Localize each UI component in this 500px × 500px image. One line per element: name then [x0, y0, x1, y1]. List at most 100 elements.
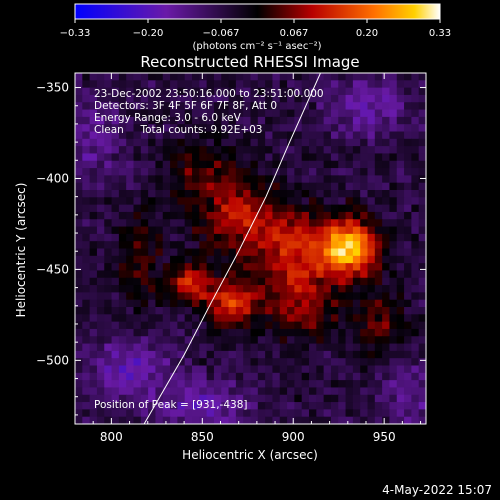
heatmap-cell — [133, 197, 142, 206]
heatmap-cell — [104, 241, 113, 250]
heatmap-cell — [192, 409, 200, 418]
heatmap-cell — [170, 124, 178, 133]
heatmap-cell — [389, 87, 398, 96]
heatmap-cell — [162, 226, 171, 235]
heatmap-cell — [96, 168, 105, 176]
heatmap-cell — [323, 153, 332, 162]
heatmap-cell — [265, 277, 274, 286]
heatmap-cell — [82, 307, 91, 315]
heatmap-cell — [243, 321, 252, 330]
heatmap-cell — [418, 146, 426, 155]
heatmap-cell — [287, 321, 295, 330]
heatmap-cell — [243, 175, 252, 184]
heatmap-cell — [192, 87, 200, 96]
heatmap-cell — [404, 292, 412, 301]
heatmap-cell — [323, 109, 332, 118]
heatmap-cell — [111, 87, 120, 96]
heatmap-cell — [133, 255, 142, 264]
heatmap-cell — [170, 94, 178, 103]
heatmap-cell — [89, 263, 98, 272]
heatmap-cell — [96, 190, 105, 198]
heatmap-cell — [75, 255, 83, 264]
heatmap-cell — [345, 292, 354, 301]
heatmap-cell — [338, 409, 347, 418]
heatmap-cell — [111, 219, 120, 228]
heatmap-cell — [170, 153, 178, 162]
heatmap-cell — [206, 211, 215, 220]
heatmap-cell — [338, 394, 347, 403]
heatmap-cell — [133, 160, 142, 169]
info-time-range: 23-Dec-2002 23:50:16.000 to 23:51:00.000 — [94, 88, 324, 100]
heatmap-cell — [338, 102, 347, 111]
heatmap-cell — [367, 285, 376, 293]
heatmap-cell — [228, 80, 237, 89]
heatmap-cell — [126, 394, 135, 403]
heatmap-cell — [235, 219, 244, 228]
heatmap-cell — [279, 402, 288, 410]
heatmap-cell — [250, 277, 259, 286]
heatmap-cell — [257, 365, 266, 374]
heatmap-cell — [338, 241, 347, 250]
heatmap-cell — [213, 314, 222, 323]
heatmap-cell — [184, 277, 193, 286]
heatmap-cell — [404, 321, 412, 330]
heatmap-cell — [184, 204, 193, 213]
heatmap-cell — [75, 153, 83, 162]
heatmap-cell — [345, 321, 354, 330]
heatmap-cell — [411, 168, 420, 176]
heatmap-cell — [133, 394, 142, 403]
heatmap-cell — [418, 328, 426, 337]
heatmap-cell — [345, 146, 354, 155]
heatmap-cell — [279, 270, 288, 279]
heatmap-cell — [309, 160, 317, 169]
heatmap-cell — [126, 321, 135, 330]
heatmap-cell — [404, 190, 412, 198]
heatmap-cell — [228, 248, 237, 257]
heatmap-cell — [272, 131, 281, 140]
heatmap-cell — [184, 211, 193, 220]
heatmap-cell — [301, 160, 310, 169]
heatmap-cell — [301, 321, 310, 330]
heatmap-cell — [96, 248, 105, 257]
heatmap-cell — [199, 387, 208, 396]
heatmap-cell — [323, 285, 332, 293]
heatmap-cell — [330, 160, 339, 169]
heatmap-cell — [148, 153, 157, 162]
heatmap-cell — [228, 138, 237, 147]
heatmap-cell — [265, 146, 274, 155]
heatmap-cell — [199, 307, 208, 315]
heatmap-cell — [367, 241, 376, 250]
heatmap-cell — [89, 394, 98, 403]
heatmap-cell — [213, 299, 222, 308]
heatmap-cell — [316, 226, 325, 235]
heatmap-cell — [404, 153, 412, 162]
heatmap-cell — [374, 182, 383, 191]
heatmap-cell — [396, 409, 405, 418]
heatmap-cell — [228, 109, 237, 118]
heatmap-cell — [89, 314, 98, 323]
heatmap-cell — [287, 241, 295, 250]
heatmap-cell — [228, 372, 237, 381]
heatmap-cell — [374, 409, 383, 418]
heatmap-cell — [140, 204, 149, 213]
heatmap-cell — [272, 109, 281, 118]
heatmap-cell — [170, 182, 178, 191]
heatmap-cell — [96, 204, 105, 213]
heatmap-cell — [352, 314, 361, 323]
heatmap-cell — [265, 131, 274, 140]
heatmap-cell — [301, 299, 310, 308]
heatmap-cell — [177, 146, 186, 155]
heatmap-cell — [374, 380, 383, 389]
heatmap-cell — [155, 182, 164, 191]
heatmap-cell — [323, 328, 332, 337]
heatmap-cell — [250, 204, 259, 213]
heatmap-cell — [294, 94, 303, 103]
heatmap-cell — [140, 277, 149, 286]
heatmap-cell — [257, 109, 266, 118]
heatmap-cell — [396, 248, 405, 257]
heatmap-cell — [140, 380, 149, 389]
heatmap-cell — [221, 328, 230, 337]
heatmap-cell — [170, 270, 178, 279]
heatmap-cell — [279, 226, 288, 235]
heatmap-cell — [389, 73, 398, 81]
